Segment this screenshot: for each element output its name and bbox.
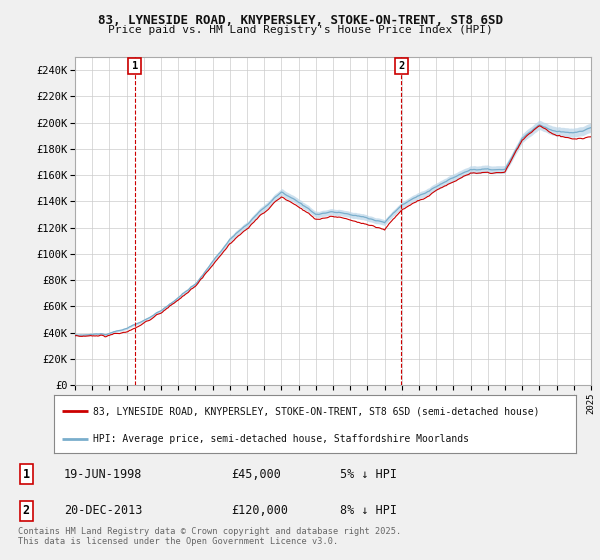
Text: HPI: Average price, semi-detached house, Staffordshire Moorlands: HPI: Average price, semi-detached house,… [93, 433, 469, 444]
Text: 8% ↓ HPI: 8% ↓ HPI [340, 504, 397, 517]
Text: £120,000: £120,000 [231, 504, 288, 517]
Text: 1: 1 [23, 468, 30, 481]
Text: 83, LYNESIDE ROAD, KNYPERSLEY, STOKE-ON-TRENT, ST8 6SD: 83, LYNESIDE ROAD, KNYPERSLEY, STOKE-ON-… [97, 14, 503, 27]
Text: Price paid vs. HM Land Registry's House Price Index (HPI): Price paid vs. HM Land Registry's House … [107, 25, 493, 35]
Text: 1: 1 [131, 61, 138, 71]
Text: 2: 2 [398, 61, 404, 71]
Text: £45,000: £45,000 [231, 468, 281, 481]
Text: Contains HM Land Registry data © Crown copyright and database right 2025.
This d: Contains HM Land Registry data © Crown c… [18, 526, 401, 546]
Text: 83, LYNESIDE ROAD, KNYPERSLEY, STOKE-ON-TRENT, ST8 6SD (semi-detached house): 83, LYNESIDE ROAD, KNYPERSLEY, STOKE-ON-… [93, 406, 539, 416]
Text: 20-DEC-2013: 20-DEC-2013 [64, 504, 142, 517]
Text: 2: 2 [23, 504, 30, 517]
Text: 19-JUN-1998: 19-JUN-1998 [64, 468, 142, 481]
Text: 5% ↓ HPI: 5% ↓ HPI [340, 468, 397, 481]
